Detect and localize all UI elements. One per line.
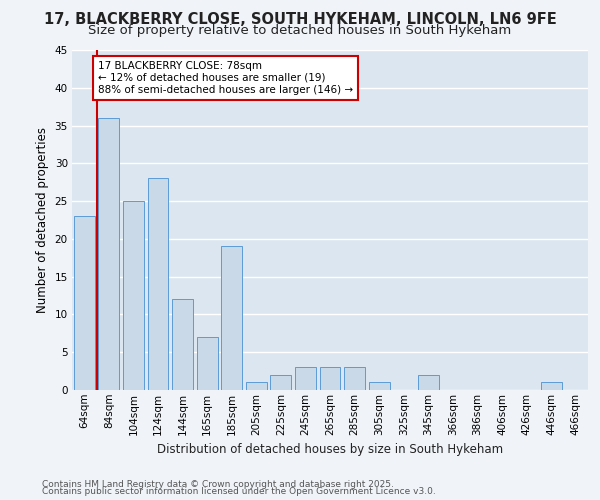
Text: Distribution of detached houses by size in South Hykeham: Distribution of detached houses by size …	[157, 442, 503, 456]
Bar	[74, 216, 95, 390]
Text: Contains HM Land Registry data © Crown copyright and database right 2025.: Contains HM Land Registry data © Crown c…	[42, 480, 394, 489]
Bar	[221, 246, 242, 390]
Bar	[123, 201, 144, 390]
Text: 17 BLACKBERRY CLOSE: 78sqm
← 12% of detached houses are smaller (19)
88% of semi: 17 BLACKBERRY CLOSE: 78sqm ← 12% of deta…	[98, 62, 353, 94]
Bar	[172, 300, 193, 390]
Bar	[246, 382, 267, 390]
Bar	[271, 375, 292, 390]
Text: Contains public sector information licensed under the Open Government Licence v3: Contains public sector information licen…	[42, 487, 436, 496]
Bar	[197, 337, 218, 390]
Bar	[541, 382, 562, 390]
Bar	[98, 118, 119, 390]
Y-axis label: Number of detached properties: Number of detached properties	[36, 127, 49, 313]
Bar	[295, 368, 316, 390]
Bar	[418, 375, 439, 390]
Bar	[344, 368, 365, 390]
Text: 17, BLACKBERRY CLOSE, SOUTH HYKEHAM, LINCOLN, LN6 9FE: 17, BLACKBERRY CLOSE, SOUTH HYKEHAM, LIN…	[44, 12, 556, 28]
Bar	[320, 368, 340, 390]
Bar	[148, 178, 169, 390]
Bar	[368, 382, 389, 390]
Text: Size of property relative to detached houses in South Hykeham: Size of property relative to detached ho…	[88, 24, 512, 37]
